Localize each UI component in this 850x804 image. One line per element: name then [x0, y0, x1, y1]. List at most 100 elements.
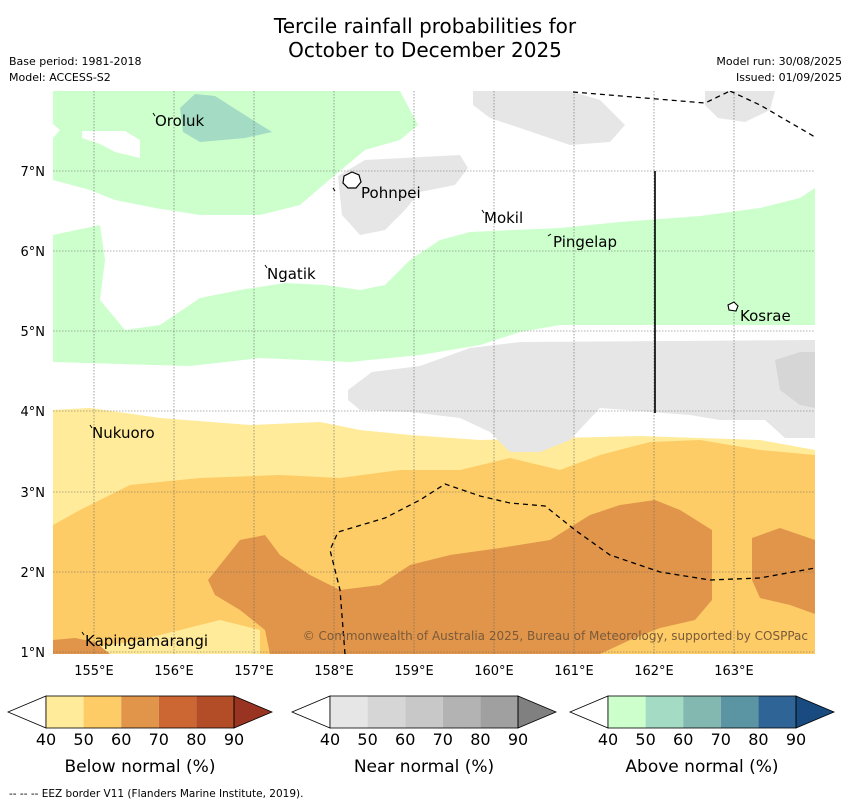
y-tick-label: 2°N — [21, 566, 46, 581]
y-tick-label: 7°N — [21, 165, 46, 180]
below-70-region-east — [752, 528, 815, 614]
colorbar-title: Above normal (%) — [625, 757, 778, 777]
title-line-1: Tercile rainfall probabilities for — [273, 14, 577, 38]
below-70-region-south — [53, 638, 110, 654]
colorbar-tick-label: 90 — [224, 730, 244, 749]
colorbar-tick-label: 90 — [508, 730, 528, 749]
chart-title: Tercile rainfall probabilities for Octob… — [0, 14, 850, 62]
label-pohnpei: Pohnpei — [361, 184, 421, 202]
colorbar-tick-label: 80 — [186, 730, 206, 749]
label-kosrae: Kosrae — [740, 307, 791, 325]
above-50-region-central — [53, 188, 815, 366]
legend-colorbars: 40 50 60 70 80 90 Below normal (%) 40 50 60 70 80 90… — [6, 695, 836, 777]
colorbar-segment — [158, 696, 197, 728]
colorbar-segment — [83, 696, 122, 728]
label-pingelap: Pingelap — [553, 233, 617, 251]
near-50-region-pohnpei — [338, 155, 468, 235]
colorbar-segment — [720, 696, 759, 728]
eez-footnote: -- -- -- EEZ border V11 (Flanders Marine… — [9, 788, 303, 800]
near-50-region-central — [348, 340, 815, 452]
x-tick-label: 156°E — [154, 664, 194, 679]
y-axis-ticks: 1°N 2°N 3°N 4°N 5°N 6°N 7°N — [21, 165, 46, 661]
meta-left: Base period: 1981-2018 Model: ACCESS-S2 — [9, 54, 141, 86]
label-kapingamarangi: Kapingamarangi — [85, 632, 208, 650]
colorbar-low-extend — [568, 695, 609, 729]
colorbar-segment — [645, 696, 684, 728]
colorbar-tick-label: 40 — [598, 730, 618, 749]
y-tick-label: 4°N — [21, 405, 46, 420]
x-tick-label: 159°E — [394, 664, 434, 679]
colorbar-tick-label: 80 — [748, 730, 768, 749]
near-50-region-north — [473, 91, 625, 145]
colorbar-segment — [46, 696, 84, 728]
colorbar-segment — [442, 696, 481, 728]
colorbar-segment — [683, 696, 721, 728]
colorbar-tick-label: 40 — [36, 730, 56, 749]
y-tick-label: 6°N — [21, 245, 46, 260]
colorbar-tick-label: 50 — [73, 730, 93, 749]
x-tick-label: 161°E — [554, 664, 594, 679]
colorbar-high-extend — [795, 695, 836, 729]
label-nukuoro: Nukuoro — [92, 424, 155, 442]
y-tick-label: 3°N — [21, 486, 46, 501]
colorbar-low-extend — [290, 695, 331, 729]
colorbar-segment — [367, 696, 406, 728]
y-tick-label: 1°N — [21, 646, 46, 661]
near-60-region — [775, 352, 815, 408]
colorbar-tick-label: 90 — [786, 730, 806, 749]
label-ngatik: Ngatik — [267, 265, 316, 283]
label-oroluk: Oroluk — [155, 112, 204, 130]
colorbar-tick-label: 50 — [357, 730, 377, 749]
colorbar-tick-label: 70 — [433, 730, 453, 749]
colorbar-title: Near normal (%) — [354, 757, 494, 777]
colorbar-segment — [330, 696, 368, 728]
near-50-region-northeast — [705, 91, 775, 122]
eez-border — [329, 91, 815, 654]
x-tick-label: 160°E — [474, 664, 514, 679]
x-tick-label: 162°E — [634, 664, 674, 679]
colorbar-outline — [45, 695, 235, 729]
x-tick-label: 157°E — [234, 664, 274, 679]
atoll-marks — [81, 112, 552, 636]
colorbar-segment — [480, 696, 518, 728]
colorbar-low-extend — [6, 695, 47, 729]
colorbar-high-extend — [233, 695, 274, 729]
colorbar-tick-label: 60 — [673, 730, 693, 749]
x-tick-label: 155°E — [74, 664, 114, 679]
white-notch-1 — [53, 124, 60, 138]
gridlines — [53, 91, 815, 654]
colorbar-segment — [608, 696, 646, 728]
colorbar-outline — [329, 695, 519, 729]
colorbar-tick-label: 40 — [320, 730, 340, 749]
copyright-notice: © Commonwealth of Australia 2025, Bureau… — [303, 629, 808, 643]
colorbar-tick-label: 60 — [395, 730, 415, 749]
kosrae-island — [727, 301, 739, 312]
place-labels: Oroluk Pohnpei Mokil Pingelap Ngatik Kos… — [85, 112, 791, 650]
x-tick-label: 158°E — [314, 664, 354, 679]
map-plot-area — [53, 91, 815, 654]
y-tick-label: 5°N — [21, 325, 46, 340]
model-run: Model run: 30/08/2025 — [716, 55, 842, 68]
white-notch-2 — [82, 131, 140, 158]
colorbar-tick-label: 70 — [711, 730, 731, 749]
colorbar-outline — [607, 695, 797, 729]
label-mokil: Mokil — [484, 209, 523, 227]
above-50-region-north — [53, 91, 418, 215]
pohnpei-island — [342, 171, 362, 189]
meta-right: Model run: 30/08/2025 Issued: 01/09/2025 — [716, 54, 842, 86]
colorbar-tick-label: 70 — [149, 730, 169, 749]
colorbar-tick-label: 80 — [470, 730, 490, 749]
colorbar-segment — [405, 696, 443, 728]
colorbar-high-extend — [517, 695, 558, 729]
colorbar-segment — [196, 696, 234, 728]
colorbar-tick-label: 60 — [111, 730, 131, 749]
model-name: Model: ACCESS-S2 — [9, 71, 111, 84]
colorbar-tick-label: 50 — [635, 730, 655, 749]
colorbar-segment — [758, 696, 796, 728]
above-60-region — [180, 94, 272, 142]
base-period: Base period: 1981-2018 — [9, 55, 142, 68]
issued-date: Issued: 01/09/2025 — [735, 71, 842, 84]
title-line-2: October to December 2025 — [288, 38, 562, 62]
x-tick-label: 163°E — [714, 664, 754, 679]
